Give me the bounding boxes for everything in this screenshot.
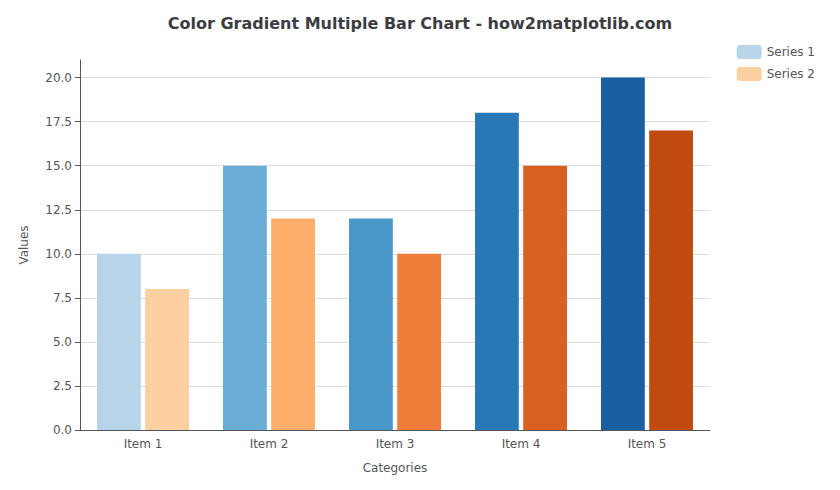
svg-text:2.5: 2.5 — [53, 379, 72, 393]
svg-text:Item 5: Item 5 — [628, 437, 667, 451]
svg-text:Series 1: Series 1 — [767, 45, 815, 59]
svg-text:20.0: 20.0 — [45, 71, 72, 85]
svg-text:Item 4: Item 4 — [502, 437, 541, 451]
svg-text:12.5: 12.5 — [45, 203, 72, 217]
svg-text:15.0: 15.0 — [45, 159, 72, 173]
svg-text:Color Gradient Multiple Bar Ch: Color Gradient Multiple Bar Chart - how2… — [168, 14, 673, 33]
svg-text:Categories: Categories — [363, 461, 428, 475]
svg-text:Item 2: Item 2 — [250, 437, 289, 451]
svg-text:0.0: 0.0 — [53, 423, 72, 437]
svg-text:Item 1: Item 1 — [124, 437, 163, 451]
svg-text:Item 3: Item 3 — [376, 437, 415, 451]
svg-text:17.5: 17.5 — [45, 115, 72, 129]
svg-text:Values: Values — [17, 225, 31, 264]
svg-text:5.0: 5.0 — [53, 335, 72, 349]
svg-text:7.5: 7.5 — [53, 291, 72, 305]
svg-text:10.0: 10.0 — [45, 247, 72, 261]
svg-text:Series 2: Series 2 — [767, 67, 815, 81]
